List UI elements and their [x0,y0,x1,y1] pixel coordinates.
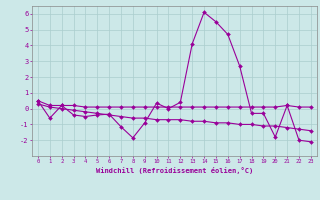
X-axis label: Windchill (Refroidissement éolien,°C): Windchill (Refroidissement éolien,°C) [96,167,253,174]
